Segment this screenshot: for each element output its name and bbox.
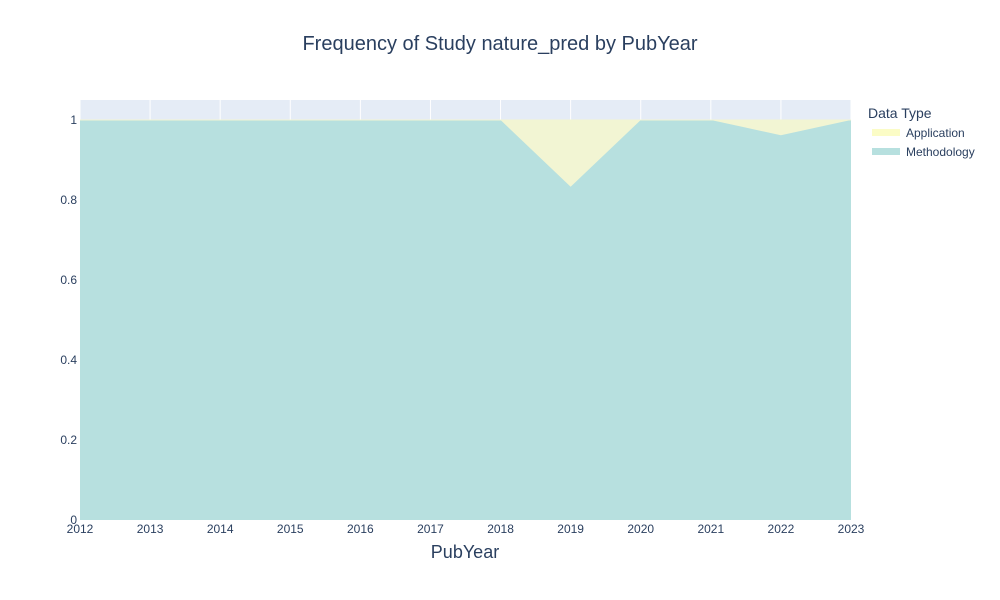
x-tick-label: 2017: [417, 522, 444, 536]
x-tick-label: 2012: [67, 522, 94, 536]
x-tick-label: 2013: [137, 522, 164, 536]
area-application: [80, 120, 851, 187]
y-tick-label: 0.6: [60, 273, 77, 287]
area-series: [80, 119, 852, 520]
chart-title: Frequency of Study nature_pred by PubYea…: [302, 33, 697, 55]
y-tick-label: 0: [70, 513, 77, 527]
x-tick-label: 2021: [697, 522, 724, 536]
legend-swatch: [872, 129, 900, 136]
x-tick-label: 2019: [557, 522, 584, 536]
y-axis-ticks: 0 0.2 0.4 0.6 0.8 1: [60, 113, 77, 527]
x-tick-label: 2023: [838, 522, 865, 536]
area-methodology: [80, 120, 851, 520]
x-axis-title: PubYear: [431, 542, 499, 562]
legend-title: Data Type: [868, 105, 932, 121]
x-tick-label: 2018: [487, 522, 514, 536]
legend-item-methodology[interactable]: Methodology: [872, 145, 975, 159]
legend-swatch: [872, 148, 900, 155]
x-tick-label: 2020: [627, 522, 654, 536]
legend-label: Methodology: [906, 145, 975, 159]
y-tick-label: 0.2: [60, 433, 77, 447]
y-tick-label: 1: [70, 113, 77, 127]
legend: Data Type Application Methodology: [868, 105, 975, 159]
x-tick-label: 2016: [347, 522, 374, 536]
legend-label: Application: [906, 126, 965, 140]
legend-item-application[interactable]: Application: [872, 126, 965, 140]
y-tick-label: 0.8: [60, 193, 77, 207]
x-tick-label: 2014: [207, 522, 234, 536]
x-tick-label: 2015: [277, 522, 304, 536]
y-tick-label: 0.4: [60, 353, 77, 367]
x-axis-ticks: 2012 2013 2014 2015 2016 2017 2018 2019 2020 2021…: [67, 522, 865, 536]
x-tick-label: 2022: [768, 522, 795, 536]
